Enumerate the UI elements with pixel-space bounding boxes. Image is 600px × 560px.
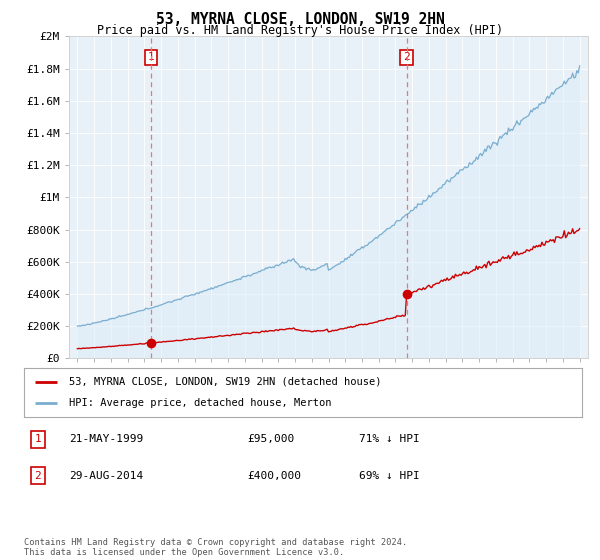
- Text: Contains HM Land Registry data © Crown copyright and database right 2024.
This d: Contains HM Land Registry data © Crown c…: [24, 538, 407, 557]
- Text: Price paid vs. HM Land Registry's House Price Index (HPI): Price paid vs. HM Land Registry's House …: [97, 24, 503, 37]
- Text: HPI: Average price, detached house, Merton: HPI: Average price, detached house, Mert…: [68, 398, 331, 408]
- Text: 71% ↓ HPI: 71% ↓ HPI: [359, 435, 419, 444]
- Text: £95,000: £95,000: [247, 435, 295, 444]
- Text: 1: 1: [35, 435, 41, 444]
- Text: 21-MAY-1999: 21-MAY-1999: [68, 435, 143, 444]
- Text: 2: 2: [35, 471, 41, 481]
- Text: £400,000: £400,000: [247, 471, 301, 481]
- Text: 53, MYRNA CLOSE, LONDON, SW19 2HN (detached house): 53, MYRNA CLOSE, LONDON, SW19 2HN (detac…: [68, 377, 381, 387]
- Text: 2: 2: [403, 52, 410, 62]
- Text: 69% ↓ HPI: 69% ↓ HPI: [359, 471, 419, 481]
- Text: 53, MYRNA CLOSE, LONDON, SW19 2HN: 53, MYRNA CLOSE, LONDON, SW19 2HN: [155, 12, 445, 27]
- Text: 1: 1: [148, 52, 154, 62]
- Text: 29-AUG-2014: 29-AUG-2014: [68, 471, 143, 481]
